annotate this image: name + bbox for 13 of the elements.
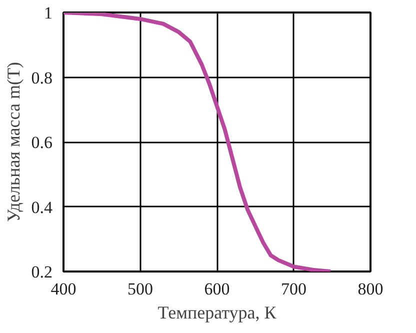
x-tick-label: 500 (128, 280, 153, 298)
x-tick-label: 800 (358, 280, 384, 298)
x-tick-label: 600 (204, 280, 230, 298)
x-axis-title: Температура, К (158, 302, 278, 322)
y-tick-label: 0.4 (31, 198, 53, 217)
y-tick-label: 0.6 (31, 133, 52, 152)
y-axis-title: Удельная масса m(T) (3, 62, 24, 222)
y-tick-label: 0.2 (31, 262, 52, 282)
y-tick-label: 1 (44, 4, 52, 22)
line-series (64, 12, 333, 272)
x-tick-label: 400 (50, 280, 76, 298)
x-tick-label: 700 (281, 280, 306, 298)
y-tick-label: 0.8 (31, 68, 52, 88)
